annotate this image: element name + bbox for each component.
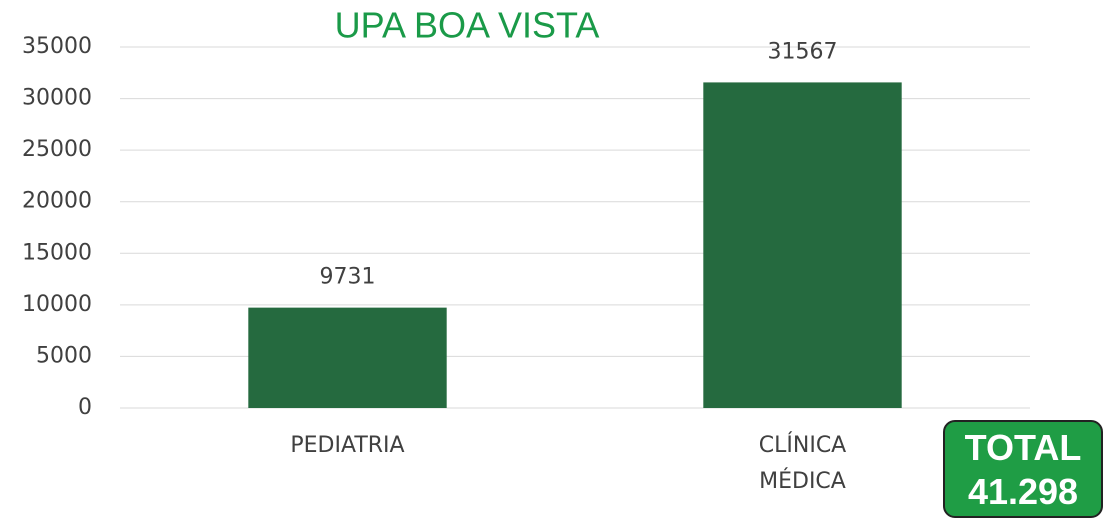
y-tick-label: 25000 [22, 137, 92, 162]
total-label: TOTAL [964, 427, 1082, 468]
y-tick-label: 0 [78, 395, 92, 420]
bar [703, 82, 902, 409]
bar [248, 307, 447, 408]
y-tick-label: 5000 [36, 343, 92, 368]
x-tick-label: CLÍNICA MÉDICA [758, 433, 847, 494]
value-label: 31567 [768, 39, 838, 64]
total-box: TOTAL 41.298 [943, 420, 1103, 518]
chart-title: UPA BOA VISTA [335, 5, 600, 46]
y-tick-label: 35000 [22, 34, 92, 59]
x-tick-label: PEDIATRIA [290, 433, 405, 458]
y-tick-label: 20000 [22, 189, 92, 214]
value-label: 9731 [320, 265, 376, 290]
total-value: 41.298 [967, 471, 1079, 512]
y-tick-label: 10000 [22, 292, 92, 317]
y-tick-label: 30000 [22, 86, 92, 111]
y-tick-label: 15000 [22, 240, 92, 265]
